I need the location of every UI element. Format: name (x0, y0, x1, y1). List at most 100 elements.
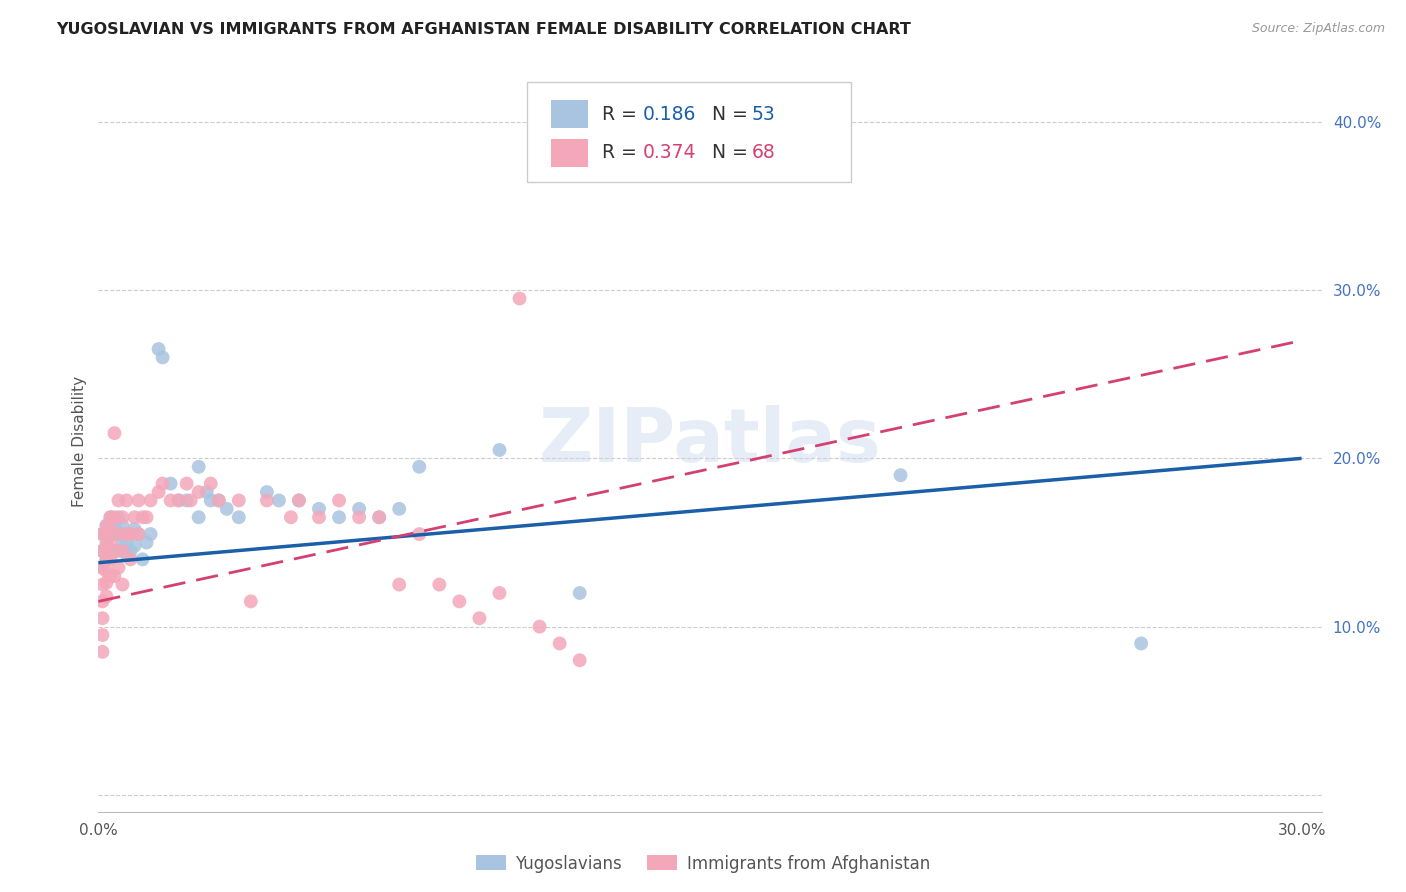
Point (124, 539, 146, 553)
Point (388, 577, 411, 591)
Point (107, 527, 129, 541)
Point (167, 493, 190, 508)
Point (176, 493, 198, 508)
Point (120, 527, 142, 541)
Point (568, 586, 591, 600)
Point (107, 544, 129, 558)
Point (228, 493, 250, 508)
Point (96, 535, 118, 549)
Point (187, 510, 209, 524)
Point (96, 575, 118, 590)
Point (128, 527, 150, 541)
Point (115, 547, 138, 561)
Point (91, 560, 114, 574)
Point (107, 527, 129, 541)
Point (208, 493, 231, 508)
Point (200, 476, 222, 491)
Point (215, 501, 238, 516)
Text: YUGOSLAVIAN VS IMMIGRANTS FROM AFGHANISTAN FEMALE DISABILITY CORRELATION CHART: YUGOSLAVIAN VS IMMIGRANTS FROM AFGHANIST… (56, 22, 911, 37)
Point (91, 544, 114, 558)
Point (152, 476, 174, 491)
Text: 53: 53 (752, 104, 775, 124)
Point (91, 527, 114, 541)
Point (120, 527, 142, 541)
Point (103, 527, 125, 541)
Point (159, 476, 181, 491)
Point (159, 493, 181, 508)
Point (408, 459, 430, 474)
Point (280, 510, 302, 524)
Text: 0.374: 0.374 (643, 144, 696, 162)
Point (111, 544, 134, 558)
FancyBboxPatch shape (551, 139, 588, 167)
Point (408, 527, 430, 541)
Point (111, 539, 134, 553)
Point (96, 518, 118, 533)
Point (128, 493, 150, 508)
Point (96, 564, 118, 578)
Text: ZIPatlas: ZIPatlas (538, 405, 882, 478)
Point (529, 619, 551, 633)
Point (100, 569, 122, 583)
Point (347, 501, 370, 516)
Point (388, 501, 411, 516)
FancyBboxPatch shape (551, 100, 588, 128)
Point (200, 493, 222, 508)
Point (328, 493, 350, 508)
Text: N =: N = (695, 104, 754, 124)
Text: N =: N = (695, 144, 754, 162)
Point (107, 560, 129, 574)
Point (107, 510, 129, 524)
Point (103, 426, 125, 441)
Point (187, 485, 209, 500)
Point (96, 539, 118, 553)
Point (115, 493, 138, 508)
Point (256, 493, 278, 508)
Point (100, 510, 122, 524)
Point (124, 510, 146, 524)
Point (103, 544, 125, 558)
Point (115, 535, 138, 549)
Point (449, 594, 471, 608)
Point (100, 552, 122, 566)
Text: Source: ZipAtlas.com: Source: ZipAtlas.com (1251, 22, 1385, 36)
Point (91, 611, 114, 625)
Point (96, 590, 118, 604)
Point (120, 552, 142, 566)
Point (135, 535, 157, 549)
Point (96, 518, 118, 533)
Point (91, 527, 114, 541)
Point (148, 485, 170, 500)
Point (548, 636, 571, 650)
Point (135, 510, 157, 524)
Point (100, 527, 122, 541)
Point (176, 476, 198, 491)
Point (96, 527, 118, 541)
Point (288, 493, 311, 508)
Point (308, 501, 330, 516)
Point (96, 552, 118, 566)
Point (120, 544, 142, 558)
Point (308, 510, 330, 524)
Point (91, 594, 114, 608)
Point (239, 594, 262, 608)
Point (100, 535, 122, 549)
Point (139, 527, 162, 541)
Text: 0.186: 0.186 (643, 104, 696, 124)
Point (195, 485, 218, 500)
Point (368, 510, 391, 524)
Point (167, 493, 190, 508)
Point (111, 577, 134, 591)
FancyBboxPatch shape (526, 82, 851, 183)
Point (91, 544, 114, 558)
Point (128, 527, 150, 541)
Point (111, 527, 134, 541)
Point (139, 493, 162, 508)
Point (115, 527, 138, 541)
Point (152, 351, 174, 365)
Point (131, 510, 153, 524)
Point (488, 442, 510, 457)
Point (1130, 636, 1153, 650)
Legend: Yugoslavians, Immigrants from Afghanistan: Yugoslavians, Immigrants from Afghanista… (468, 848, 938, 880)
Point (347, 510, 370, 524)
